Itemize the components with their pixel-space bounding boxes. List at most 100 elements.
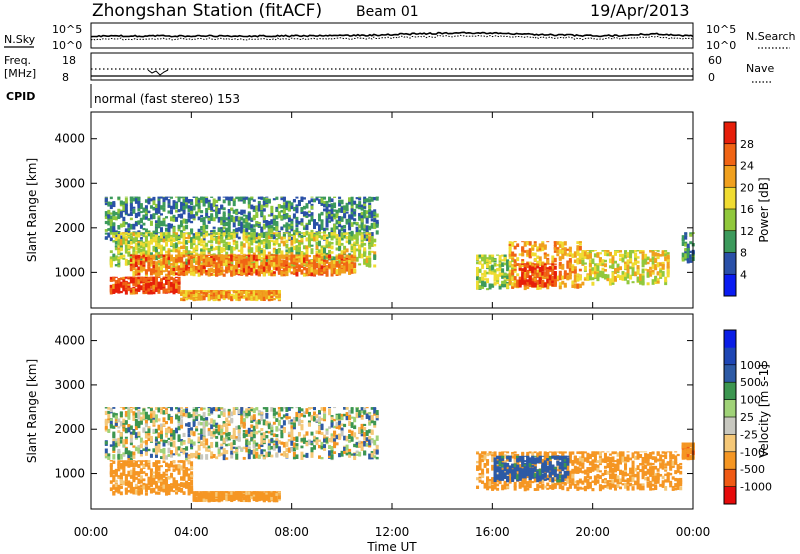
power-cell: [124, 196, 128, 198]
power-cell: [162, 254, 166, 258]
velocity-cell: [109, 420, 113, 426]
power-cell: [501, 259, 505, 262]
power-cell: [132, 270, 136, 277]
power-cell: [172, 280, 176, 284]
power-cell: [476, 266, 480, 273]
power-cell: [205, 291, 209, 294]
power-cell: [343, 224, 347, 229]
velocity-cell: [172, 453, 176, 456]
power-cell: [192, 243, 196, 246]
power-cell: [666, 265, 670, 269]
power-cell: [265, 204, 269, 208]
power-cell: [220, 260, 224, 267]
power-cell: [157, 254, 161, 258]
power-cell: [177, 240, 181, 245]
power-cell: [533, 252, 537, 257]
power-cell: [205, 196, 209, 198]
power-cell: [142, 256, 146, 262]
power-cell: [129, 223, 133, 230]
velocity-cell: [124, 436, 128, 439]
velocity-cell: [122, 418, 126, 424]
power-cell: [257, 296, 261, 299]
power-cell: [307, 232, 311, 234]
power-cell: [318, 267, 322, 272]
velocity-cell: [165, 427, 169, 433]
power-cell: [207, 290, 211, 292]
power-cell: [210, 232, 214, 234]
power-cell: [611, 272, 615, 279]
power-cell: [578, 259, 582, 265]
power-cell: [265, 296, 269, 300]
power-cell: [235, 232, 239, 234]
power-cell: [165, 196, 169, 201]
power-cell: [200, 196, 204, 201]
power-cell: [114, 255, 118, 261]
power-cell: [476, 274, 480, 281]
power-cell: [516, 279, 520, 285]
velocity-cell: [137, 420, 141, 427]
power-cell: [365, 215, 369, 220]
power-cell: [255, 290, 259, 294]
power-cell: [578, 255, 582, 260]
power-cell: [202, 234, 206, 239]
power-cell: [237, 222, 241, 227]
power-cell: [302, 255, 306, 258]
power-cell: [207, 247, 211, 252]
power-cell: [353, 255, 357, 259]
power-cell: [375, 197, 379, 201]
power-cell: [508, 277, 512, 281]
power-cell: [144, 205, 148, 210]
power-cell: [561, 253, 565, 260]
power-cell: [338, 259, 342, 264]
power-cell: [265, 265, 269, 270]
colorbar-swatch: [724, 187, 736, 210]
power-cell: [305, 203, 309, 208]
velocity-cell: [182, 452, 186, 455]
power-cell: [498, 285, 502, 290]
power-cell: [144, 269, 148, 275]
velocity-cell: [137, 413, 141, 420]
power-cell: [553, 273, 557, 279]
power-cell: [488, 255, 492, 260]
power-cell: [639, 273, 643, 277]
power-cell: [117, 281, 121, 286]
power-cell: [270, 233, 274, 237]
velocity-cell: [144, 411, 148, 416]
power-cell: [222, 220, 226, 226]
power-cell: [285, 265, 289, 271]
power-cell: [112, 201, 116, 205]
power-cell: [257, 196, 261, 200]
power-cell: [307, 236, 311, 241]
power-cell: [277, 292, 281, 298]
power-cell: [664, 276, 668, 283]
power-cell: [536, 246, 540, 250]
power-cell: [280, 252, 284, 256]
power-cell: [124, 276, 128, 278]
power-cell: [222, 260, 226, 266]
power-cell: [533, 267, 537, 271]
power-cell: [315, 222, 319, 226]
power-cell: [147, 256, 151, 261]
power-cell: [290, 264, 294, 267]
power-cell: [282, 262, 286, 268]
power-cell: [129, 199, 133, 205]
power-cell: [373, 254, 377, 260]
power-cell: [528, 268, 532, 272]
power-cell: [345, 211, 349, 214]
velocity-cell: [139, 453, 143, 457]
power-cell: [112, 276, 116, 280]
power-cell: [272, 249, 276, 253]
power-cell: [215, 262, 219, 268]
power-cell: [275, 238, 279, 242]
power-cell: [227, 197, 231, 201]
power-cell: [202, 200, 206, 204]
power-cell: [302, 245, 306, 250]
power-cell: [112, 253, 116, 258]
power-cell: [154, 247, 158, 253]
power-cell: [172, 203, 176, 209]
power-cell: [202, 254, 206, 257]
velocity-cell: [124, 450, 128, 455]
power-cell: [152, 291, 156, 295]
power-cell: [320, 219, 324, 225]
power-cell: [588, 259, 592, 264]
